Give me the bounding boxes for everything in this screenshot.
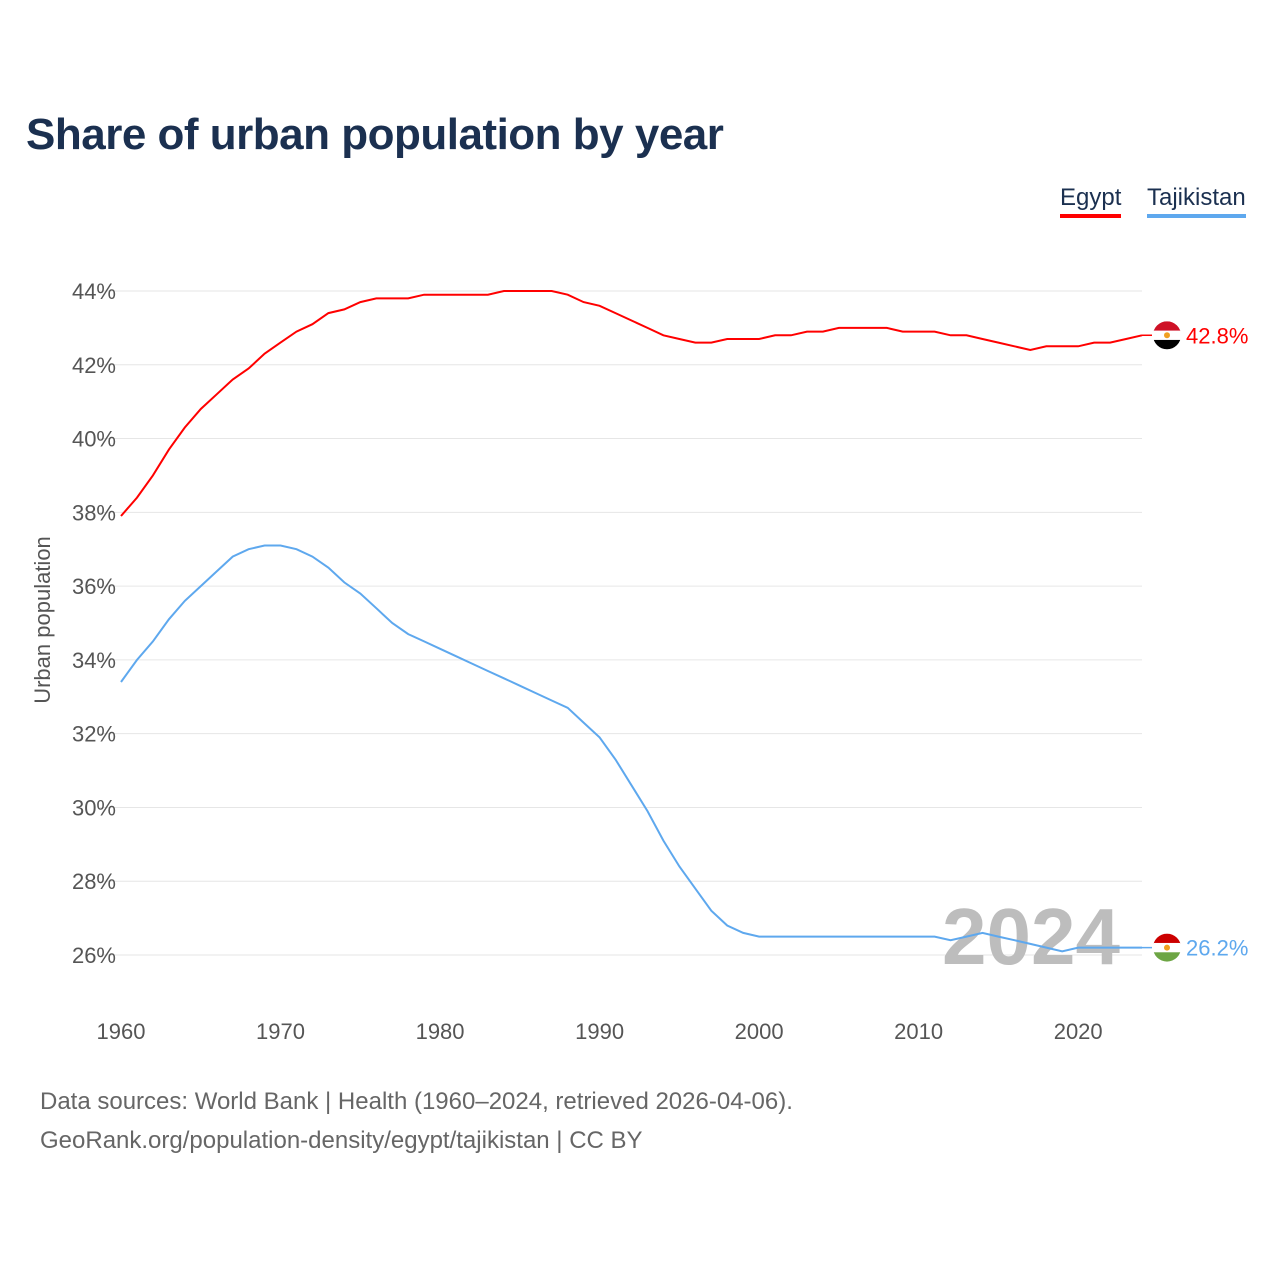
x-tick-label: 2010 — [894, 1019, 943, 1044]
y-tick-label: 40% — [72, 427, 116, 452]
year-watermark: 2024 — [942, 892, 1120, 981]
legend-egypt[interactable]: Egypt — [1060, 184, 1122, 218]
x-tick-label: 2000 — [735, 1019, 784, 1044]
x-tick-label: 1980 — [416, 1019, 465, 1044]
end-value-label: 26.2% — [1186, 936, 1248, 961]
x-tick-label: 1970 — [256, 1019, 305, 1044]
y-tick-label: 42% — [72, 353, 116, 378]
y-tick-label: 38% — [72, 500, 116, 525]
legend-tajikistan[interactable]: Tajikistan — [1147, 184, 1246, 218]
y-tick-label: 36% — [72, 574, 116, 599]
x-tick-label: 1990 — [575, 1019, 624, 1044]
footer-sources: Data sources: World Bank | Health (1960–… — [40, 1088, 793, 1115]
series-line-tajikistan — [120, 544, 1142, 953]
flag-icon-egypt — [1153, 321, 1181, 350]
y-tick-label: 44% — [72, 279, 116, 304]
y-tick-label: 34% — [72, 648, 116, 673]
y-tick-label: 30% — [72, 795, 116, 820]
x-tick-label: 1960 — [97, 1019, 146, 1044]
flag-icon-tajikistan — [1153, 933, 1181, 962]
y-axis-label: Urban population — [30, 536, 55, 704]
y-tick-label: 26% — [72, 943, 116, 968]
x-tick-label: 2020 — [1054, 1019, 1103, 1044]
footer-credit[interactable]: GeoRank.org/population-density/egypt/taj… — [40, 1127, 643, 1154]
end-value-label: 42.8% — [1186, 323, 1248, 348]
y-tick-label: 32% — [72, 722, 116, 747]
y-tick-label: 28% — [72, 869, 116, 894]
series-line-egypt — [120, 290, 1143, 517]
chart-title: Share of urban population by year — [26, 110, 724, 159]
